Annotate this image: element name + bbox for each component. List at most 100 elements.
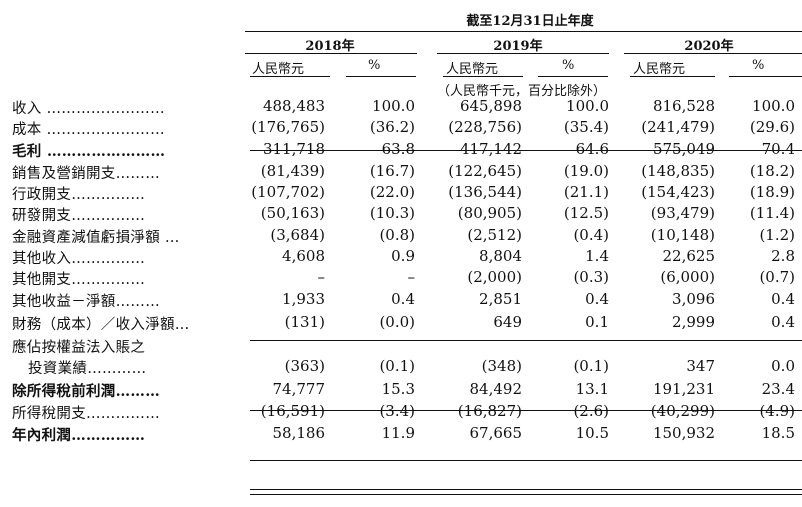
subtotal-rule <box>250 340 802 341</box>
row-value: (16.7) <box>369 162 415 180</box>
row-value: 22,625 <box>662 247 716 265</box>
row-value: (29.6) <box>749 118 795 136</box>
row-value: (363) <box>284 357 325 375</box>
col-pct-2020: % <box>752 58 765 73</box>
row-value: (131) <box>284 313 325 331</box>
row-value: (148,835) <box>641 162 715 180</box>
row-value: (11.4) <box>749 204 795 222</box>
row-value: – <box>407 268 416 286</box>
year-2019: 2019年 <box>493 39 543 54</box>
row-value: (6,000) <box>660 268 715 286</box>
row-value: (0.4) <box>573 226 609 244</box>
col-rule <box>729 76 802 77</box>
year-2018: 2018年 <box>305 39 355 54</box>
row-value: (35.4) <box>563 118 609 136</box>
row-value: (1.2) <box>759 226 795 244</box>
row-value: 3,096 <box>672 290 715 308</box>
row-value: (107,702) <box>251 183 325 201</box>
col-pct-2019: % <box>562 58 575 73</box>
row-value: (50,163) <box>260 204 325 222</box>
row-value: 347 <box>686 357 715 375</box>
row-value: (93,479) <box>650 204 715 222</box>
year-2018-rule <box>245 53 417 54</box>
row-value: 0.4 <box>585 290 609 308</box>
row-value: (0.1) <box>379 357 415 375</box>
row-label: 成本 …………………… <box>12 122 165 138</box>
row-label: 財務（成本）／收入淨額… <box>12 317 190 333</box>
row-value: (348) <box>481 357 522 375</box>
row-value: 150,932 <box>652 424 715 442</box>
row-value: 0.1 <box>585 313 609 331</box>
row-value: (0.1) <box>573 357 609 375</box>
row-value: (2,512) <box>467 226 522 244</box>
row-value: (241,479) <box>641 118 715 136</box>
col-rule <box>443 76 523 77</box>
row-value: (16,591) <box>260 402 325 420</box>
row-value: 58,186 <box>272 424 326 442</box>
row-value: 8,804 <box>479 247 522 265</box>
col-rule <box>538 76 608 77</box>
row-value: 311,718 <box>262 140 325 158</box>
row-value: (21.1) <box>563 183 609 201</box>
total-double-rule <box>250 489 802 495</box>
row-label: 行政開支…………… <box>12 187 146 203</box>
row-value: 2.8 <box>771 247 795 265</box>
row-value: 11.9 <box>381 424 415 442</box>
row-value: 417,142 <box>459 140 522 158</box>
row-value: 23.4 <box>761 380 795 398</box>
year-2019-rule <box>437 53 609 54</box>
row-value: (0.3) <box>573 268 609 286</box>
year-2020-rule <box>624 53 802 54</box>
col-rule <box>630 76 715 77</box>
row-value: (2,000) <box>467 268 522 286</box>
row-value: (36.2) <box>369 118 415 136</box>
row-value: (228,756) <box>448 118 522 136</box>
col-rmb-2018: 人民幣元 <box>252 62 305 77</box>
row-label: 除所得稅前利潤……… <box>12 383 160 400</box>
row-value: 816,528 <box>652 97 715 115</box>
row-label: 研發開支…………… <box>12 208 146 224</box>
row-value: (40,299) <box>650 402 715 420</box>
row-label: 銷售及營銷開支……… <box>12 166 160 182</box>
row-value: 4,608 <box>282 247 325 265</box>
row-value: (10.3) <box>369 204 415 222</box>
row-value: (16,827) <box>457 402 522 420</box>
row-label: 投資業績………… <box>28 361 147 377</box>
row-value: 74,777 <box>272 380 326 398</box>
row-value: 84,492 <box>469 380 523 398</box>
row-value: (18.2) <box>749 162 795 180</box>
row-value: 1.4 <box>585 247 609 265</box>
row-value: 0.4 <box>771 290 795 308</box>
row-value: 2,851 <box>479 290 522 308</box>
row-value: (10,148) <box>650 226 715 244</box>
row-value: 0.4 <box>771 313 795 331</box>
row-value: 67,665 <box>469 424 523 442</box>
row-value: (0.7) <box>759 268 795 286</box>
col-rmb-2019: 人民幣元 <box>446 62 499 77</box>
row-value: 488,483 <box>262 97 325 115</box>
year-2020: 2020年 <box>684 39 734 54</box>
col-rule <box>250 76 330 77</box>
row-value: 100.0 <box>566 97 609 115</box>
row-value: (22.0) <box>369 183 415 201</box>
row-value: (136,544) <box>448 183 522 201</box>
row-value: (176,765) <box>251 118 325 136</box>
row-value: 13.1 <box>575 380 609 398</box>
row-value: (122,645) <box>448 162 522 180</box>
row-value: 1,933 <box>282 290 325 308</box>
subtotal-rule <box>250 460 802 461</box>
row-value: (4.9) <box>759 402 795 420</box>
row-value: 15.3 <box>381 380 415 398</box>
row-value: 100.0 <box>752 97 795 115</box>
row-value: 645,898 <box>459 97 522 115</box>
row-value: 0.0 <box>771 357 795 375</box>
row-value: (19.0) <box>563 162 609 180</box>
col-rmb-2020: 人民幣元 <box>633 62 686 77</box>
row-value: 0.4 <box>391 290 415 308</box>
row-label: 其他開支…………… <box>12 272 146 288</box>
row-value: – <box>317 268 326 286</box>
row-value: (2.6) <box>573 402 609 420</box>
row-value: 100.0 <box>372 97 415 115</box>
row-label: 所得稅開支…………… <box>12 406 160 422</box>
subtotal-rule <box>250 150 802 151</box>
